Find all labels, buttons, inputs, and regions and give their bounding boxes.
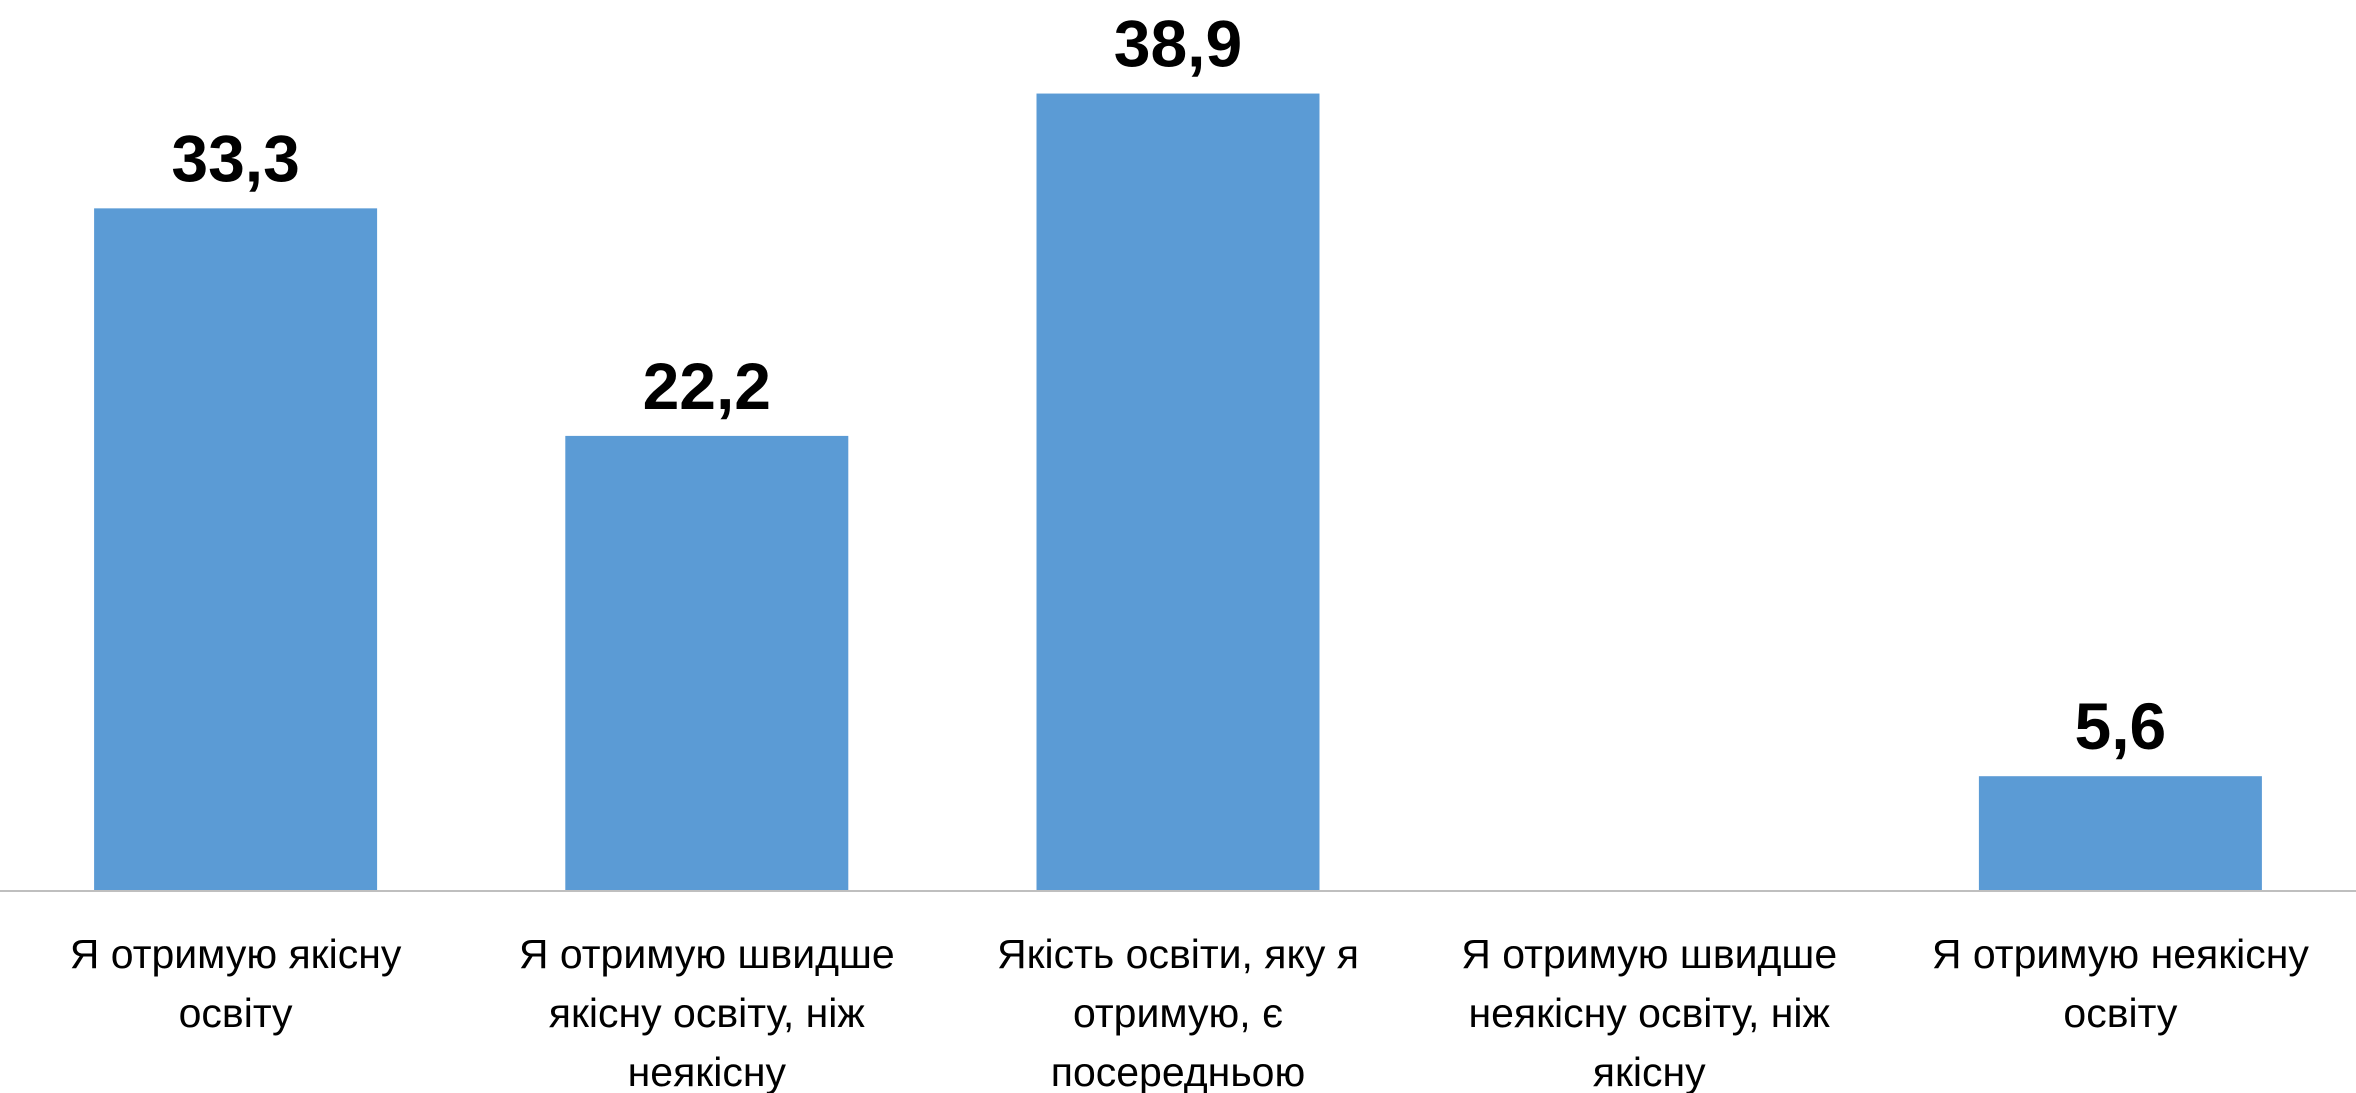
category-label-5-line-2: освіту	[2063, 990, 2177, 1036]
category-label-4-line-2: неякісну освіту, ніж	[1468, 990, 1830, 1036]
category-label-2-line-3: неякісну	[628, 1049, 787, 1093]
category-label-4-line-1: Я отримую швидше	[1461, 931, 1837, 977]
category-label-4-line-3: якісну	[1593, 1049, 1706, 1093]
category-label-1-line-1: Я отримую якісну	[70, 931, 402, 977]
category-label-5-line-1: Я отримую неякісну	[1932, 931, 2310, 977]
bar-1	[94, 208, 378, 892]
category-label-2-line-1: Я отримую швидше	[519, 931, 895, 977]
bar-5	[1978, 776, 2262, 891]
bar-3	[1036, 93, 1320, 892]
category-label-3-line-1: Якість освіти, яку я	[997, 931, 1359, 977]
category-label-3-line-2: отримую, є	[1073, 990, 1283, 1036]
category-label-2-line-2: якісну освіту, ніж	[549, 990, 866, 1036]
data-label-2: 22,2	[643, 349, 771, 423]
data-label-5: 5,6	[2075, 689, 2167, 763]
data-label-3: 38,9	[1114, 7, 1242, 81]
bar-2	[565, 435, 849, 891]
category-label-3-line-3: посередньою	[1051, 1049, 1306, 1093]
data-label-1: 33,3	[171, 121, 299, 195]
category-label-1-line-2: освіту	[179, 990, 293, 1036]
